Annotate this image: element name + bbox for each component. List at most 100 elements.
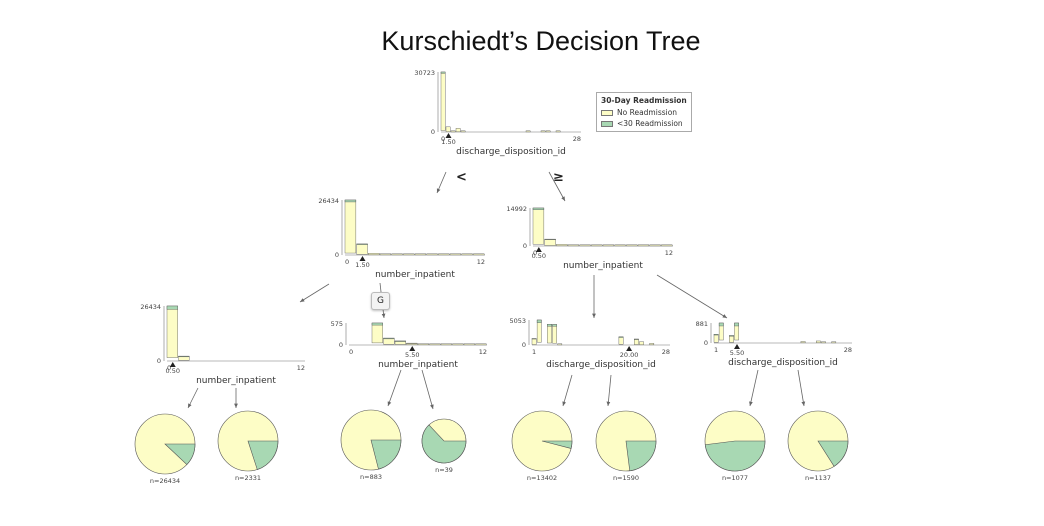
y-zero-label: 0 (522, 341, 526, 349)
x-min-label: 0 (345, 258, 349, 266)
legend-swatch-no (601, 109, 613, 116)
y-max-label: 30723 (414, 69, 435, 77)
node-feature-label: discharge_disposition_id (728, 358, 838, 368)
histogram-bar (166, 305, 178, 358)
y-max-label: 26434 (140, 303, 161, 311)
split-value-label: 1.50 (441, 138, 455, 146)
tree-edge (797, 369, 806, 407)
histogram-bar (531, 338, 537, 345)
leaf-5: n=13402 (511, 410, 573, 482)
x-max-label: 12 (477, 258, 485, 266)
leaf-2: n=2331 (217, 410, 279, 482)
tree-edges (187, 171, 806, 410)
legend: 30-Day Readmission No Readmission <30 Re… (596, 92, 692, 132)
histogram-bar (417, 343, 429, 346)
histogram-bar (800, 341, 806, 344)
x-max-label: 28 (844, 346, 852, 354)
leaf-3: n=883 (340, 409, 402, 481)
legend-item-readmission: <30 Readmission (601, 118, 687, 129)
page-title: Kurschiedt’s Decision Tree (381, 26, 701, 56)
tree-edge (562, 374, 573, 407)
node-feature-label: discharge_disposition_id (546, 360, 656, 370)
node-feature-label: number_inpatient (196, 376, 276, 386)
tree-edge (749, 369, 759, 407)
histogram-bar-readmit (729, 335, 734, 337)
leaf-count-label: n=1137 (805, 474, 831, 482)
split-marker (409, 346, 416, 351)
node-feature-label: discharge_disposition_id (456, 147, 566, 157)
x-min-label: 1 (532, 348, 536, 356)
histogram-bar-readmit (718, 322, 724, 327)
hover-badge[interactable]: G (371, 292, 390, 310)
tree-edge (548, 171, 566, 202)
legend-label: <30 Readmission (617, 119, 683, 128)
histogram-bar (816, 340, 821, 343)
x-max-label: 12 (297, 364, 305, 372)
split-value-label: 0.50 (166, 367, 180, 375)
legend-swatch-yes (601, 120, 613, 127)
x-min-label: 0 (349, 348, 353, 356)
histogram-bar-readmit (713, 334, 719, 336)
leaf-4: n=39 (421, 418, 467, 474)
histogram-bar-readmit (371, 322, 383, 326)
split-marker (359, 256, 366, 261)
histogram-bar (440, 71, 446, 131)
split-marker (734, 344, 740, 349)
leaf-count-label: n=26434 (150, 477, 180, 485)
histogram-bar-readmit (178, 355, 190, 358)
histogram-bar-readmit (552, 324, 557, 327)
leaf-count-label: n=1077 (722, 474, 748, 482)
split-marker (535, 247, 542, 252)
split-value-label: 20.00 (620, 351, 639, 359)
x-max-label: 12 (479, 348, 487, 356)
leaf-1: n=26434 (134, 413, 196, 485)
x-min-label: 0 (533, 249, 537, 257)
x-min-label: 1 (714, 346, 718, 354)
histogram-bar (634, 338, 639, 345)
tree-edge (606, 374, 612, 407)
y-zero-label: 0 (431, 128, 435, 136)
leaf-count-label: n=39 (435, 466, 453, 474)
x-min-label: 0 (167, 364, 171, 372)
histogram-bar (729, 335, 734, 343)
x-max-label: 28 (662, 348, 670, 356)
histogram-bar (547, 324, 552, 344)
leaf-count-label: n=1590 (613, 474, 639, 482)
histogram-bar-readmit (536, 319, 542, 323)
leaf-6: n=1590 (595, 410, 657, 482)
histogram-bar (536, 319, 542, 343)
node-feature-label: number_inpatient (375, 270, 455, 280)
leaf-8: n=1137 (787, 410, 849, 482)
pie-slice-readmission (625, 440, 657, 472)
histogram-bar-readmit (544, 238, 556, 240)
histogram-bar-readmit (547, 324, 552, 327)
leaf-count-label: n=2331 (235, 474, 261, 482)
right-operator: ≥ (553, 170, 564, 185)
legend-title: 30-Day Readmission (601, 96, 687, 105)
split-value-label: 5.50 (405, 351, 419, 359)
y-zero-label: 0 (335, 251, 339, 259)
tree-edge (387, 369, 402, 407)
y-max-label: 5053 (509, 317, 526, 325)
split-marker (626, 346, 633, 351)
histogram-bar (532, 207, 545, 245)
histogram-bar (445, 126, 451, 132)
histogram-bar-readmit (383, 337, 395, 340)
leaf-7: n=1077 (704, 410, 766, 482)
node-r: 14992 00 12 0.50 number_inpatient (506, 205, 673, 271)
histogram-bar-readmit (440, 71, 446, 74)
node-feature-label: number_inpatient (563, 261, 643, 271)
tree-edge (436, 171, 447, 194)
y-zero-label: 0 (157, 357, 161, 365)
histogram-bar (618, 336, 624, 345)
histogram-bar-readmit (356, 243, 368, 245)
split-marker (445, 133, 452, 138)
histogram-bar-readmit (618, 336, 624, 338)
histogram-bar (556, 244, 568, 247)
split-value-label: 1.50 (355, 261, 369, 269)
split-marker (169, 362, 176, 367)
